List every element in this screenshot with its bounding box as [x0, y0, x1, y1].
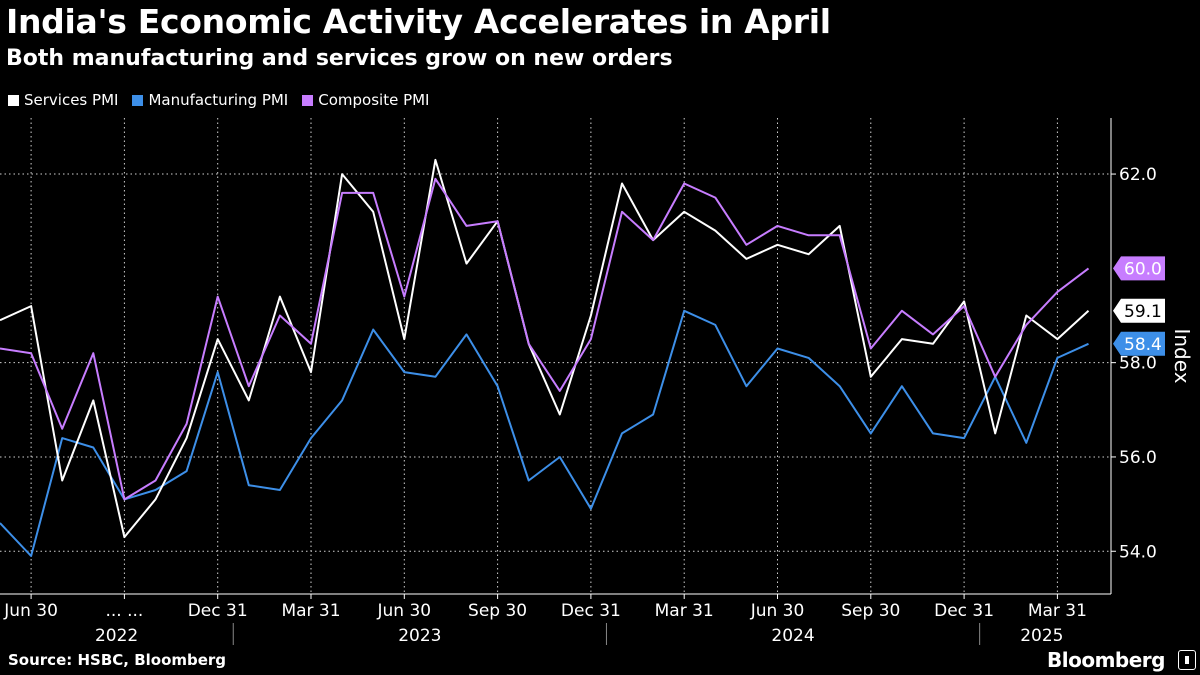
x-tick-label: Dec 31 — [188, 601, 248, 621]
y-tick-label: 62.0 — [1119, 165, 1157, 185]
series-line-manufacturing-pmi — [0, 309, 1089, 557]
x-tick-label: Sep 30 — [841, 601, 900, 621]
end-value-box — [1113, 331, 1165, 356]
legend-item-composite: Composite PMI — [302, 91, 429, 109]
x-tick-label: ... ... — [105, 601, 143, 621]
year-label: 2022 — [95, 626, 138, 646]
x-tick-label: Mar 31 — [655, 601, 714, 621]
x-tick-label: Mar 31 — [281, 601, 340, 621]
x-tick-label: Mar 31 — [1028, 601, 1087, 621]
end-value-label: 59.1 — [1124, 302, 1162, 322]
x-tick-label: Sep 30 — [468, 601, 527, 621]
legend-swatch-manufacturing — [132, 94, 144, 106]
bloomberg-chart-icon — [1178, 650, 1196, 670]
legend-label-manufacturing: Manufacturing PMI — [148, 91, 289, 109]
end-value-box — [1113, 298, 1165, 323]
end-value-label: 60.0 — [1124, 259, 1162, 279]
x-tick-label: Dec 31 — [934, 601, 994, 621]
y-axis-title: Index — [1170, 328, 1194, 383]
chart-subtitle: Both manufacturing and services grow on … — [6, 46, 673, 71]
x-tick-label: Jun 30 — [3, 601, 58, 621]
series-line-composite-pmi — [0, 177, 1090, 501]
chart-title: India's Economic Activity Accelerates in… — [6, 2, 831, 41]
legend-label-services: Services PMI — [24, 91, 119, 109]
year-label: 2024 — [771, 626, 814, 646]
legend-swatch-composite — [302, 94, 314, 106]
legend-label-composite: Composite PMI — [318, 91, 430, 109]
y-tick-label: 56.0 — [1119, 448, 1157, 468]
legend-item-manufacturing: Manufacturing PMI — [132, 91, 288, 109]
y-tick-label: 54.0 — [1119, 542, 1157, 562]
x-tick-label: Jun 30 — [376, 601, 431, 621]
end-value-box — [1113, 256, 1165, 281]
brand-logo: Bloomberg — [1047, 648, 1165, 672]
x-tick-label: Dec 31 — [561, 601, 621, 621]
legend-item-services: Services PMI — [8, 91, 118, 109]
year-label: 2025 — [1020, 626, 1063, 646]
end-value-label: 58.4 — [1124, 335, 1162, 355]
x-tick-label: Jun 30 — [750, 601, 805, 621]
series-line-services-pmi — [0, 158, 1090, 539]
year-label: 2023 — [398, 626, 441, 646]
y-tick-label: 58.0 — [1119, 354, 1157, 374]
source-note: Source: HSBC, Bloomberg — [8, 651, 227, 669]
legend: Services PMI Manufacturing PMI Composite… — [8, 91, 429, 109]
legend-swatch-services — [8, 94, 19, 106]
